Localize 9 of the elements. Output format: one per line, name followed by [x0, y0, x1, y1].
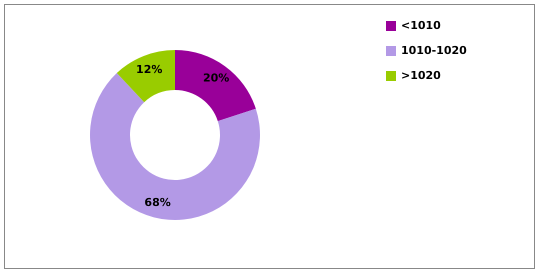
donut-slice — [175, 50, 256, 122]
legend-label: >1020 — [401, 69, 442, 82]
legend-label: 1010-1020 — [401, 44, 468, 57]
data-label: 12% — [136, 62, 162, 76]
data-label: 20% — [202, 71, 230, 84]
data-label: 68% — [144, 196, 171, 209]
donut-slice — [116, 50, 175, 102]
legend-label: <1010 — [401, 19, 442, 32]
donut-slice — [90, 73, 260, 220]
